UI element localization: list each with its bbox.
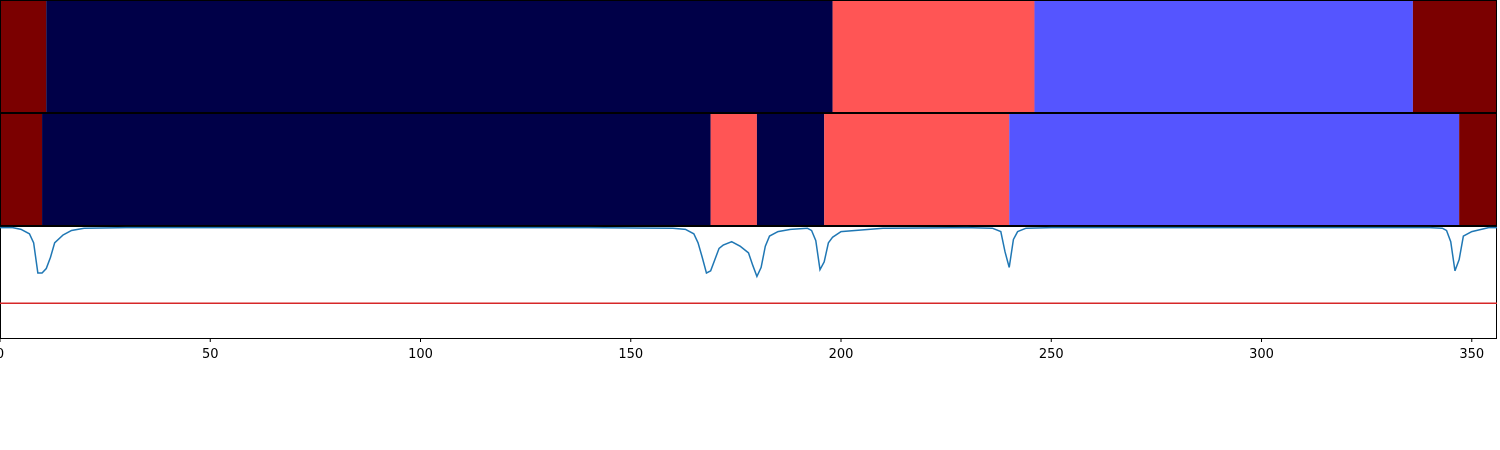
x-tick-label: 0 <box>0 347 4 362</box>
x-tick-label: 150 <box>618 347 643 362</box>
segment-salmon <box>710 114 757 225</box>
x-tick-label: 350 <box>1459 347 1484 362</box>
segment-row-frame <box>0 0 1497 113</box>
segment-row-frame <box>0 113 1497 226</box>
segment-periwinkle <box>1034 1 1413 112</box>
x-tick-label: 50 <box>202 347 219 362</box>
segment-navy <box>756 114 825 225</box>
curve-line <box>0 226 1497 279</box>
segment-salmon <box>832 1 1035 112</box>
curve-panel-frame <box>0 226 1497 339</box>
segment-dark_red <box>0 1 47 112</box>
x-tick-label: 200 <box>829 347 854 362</box>
segment-navy <box>42 114 711 225</box>
segment-salmon <box>824 114 1010 225</box>
segment-row-2 <box>0 113 1497 226</box>
segment-dark_red <box>1412 1 1497 112</box>
segment-periwinkle <box>1009 114 1460 225</box>
x-axis: 0 50 100 150 200 250 300 350 <box>0 338 1484 362</box>
segment-dark_red <box>1459 114 1497 225</box>
x-tick-label: 250 <box>1039 347 1064 362</box>
x-tick-label: 300 <box>1249 347 1274 362</box>
segment-row-1 <box>0 0 1497 113</box>
segment-navy <box>46 1 833 112</box>
curve-panel <box>0 226 1497 339</box>
x-tick-label: 100 <box>408 347 433 362</box>
segment-dark_red <box>0 114 43 225</box>
